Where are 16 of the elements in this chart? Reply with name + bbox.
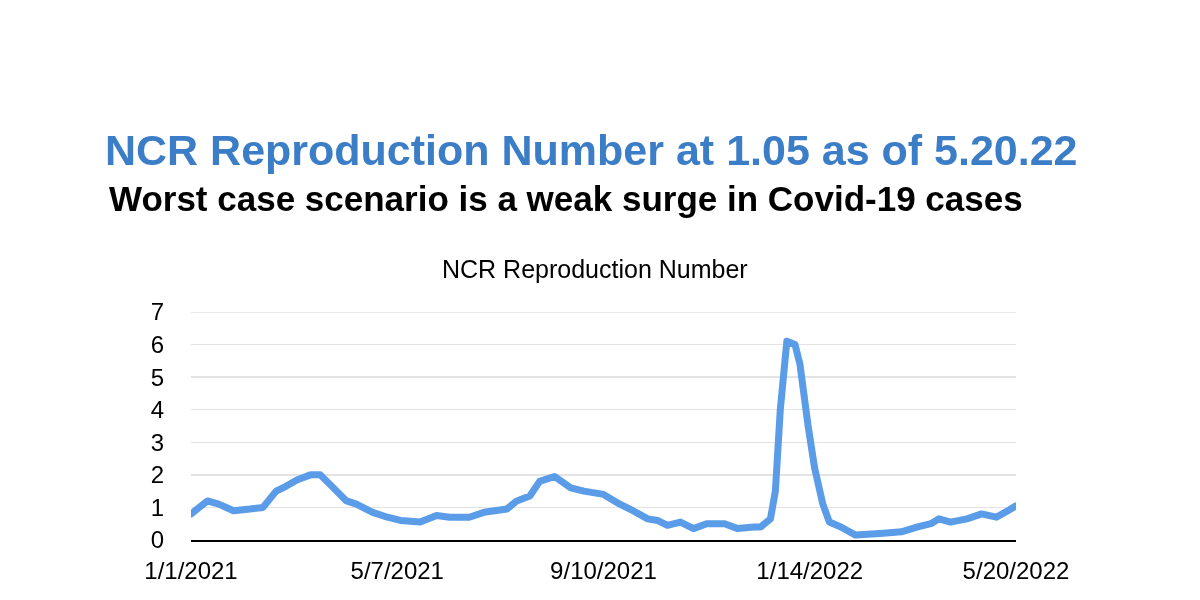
y-tick-label: 1 [150, 493, 164, 521]
y-tick-label: 3 [150, 428, 164, 456]
x-tick-label: 9/10/2021 [550, 556, 657, 584]
y-tick-label: 2 [150, 461, 164, 489]
y-tick-label: 4 [150, 396, 164, 424]
chart-subtitle: Worst case scenario is a weak surge in Covid-19 cases [109, 179, 1023, 218]
y-tick-label: 6 [150, 330, 164, 358]
y-tick-label: 5 [150, 363, 164, 391]
x-tick-label: 5/7/2021 [350, 556, 444, 584]
x-tick-label: 1/14/2022 [756, 556, 864, 584]
x-tick-label: 1/1/2021 [144, 556, 238, 584]
x-tick-label: 5/20/2022 [962, 556, 1070, 584]
text: NCR Reproduction Number [442, 255, 748, 283]
chart-title: NCR Reproduction Number at 1.05 as of 5.20.22 [105, 126, 1078, 174]
y-tick-label: 7 [150, 298, 164, 326]
y-tick-label: 0 [150, 526, 164, 554]
